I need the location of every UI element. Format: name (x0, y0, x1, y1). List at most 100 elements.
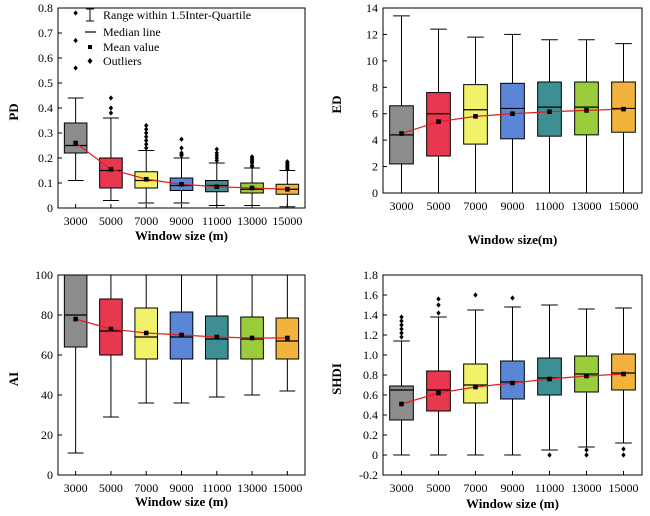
legend-range-symbol (86, 8, 94, 22)
ai-ytick-label: 80 (41, 308, 53, 322)
shdi-box-9000 (500, 295, 525, 456)
ed-box-11000 (537, 39, 562, 194)
ed-mean-marker (547, 109, 552, 115)
ai-mean-marker (73, 316, 78, 322)
shdi-outlier-point (436, 296, 441, 302)
pd-xtick-label: 7000 (134, 214, 158, 228)
ed-xtick-label: 9000 (501, 199, 525, 213)
shdi-ytick-label: 0.6 (363, 388, 378, 402)
ai-box-3000 (63, 274, 88, 454)
ai-ytick-label: 40 (41, 388, 53, 402)
ed-ytick-label: 14 (366, 1, 378, 15)
shdi-outlier-point (399, 334, 404, 340)
ai-y-axis-label: AI (6, 372, 21, 386)
ai-mean-marker (214, 334, 220, 340)
legend: Range within 1.5Inter-Quartile Median li… (85, 8, 251, 68)
ed-mean-marker (399, 131, 404, 136)
ed-mean-marker (510, 111, 515, 117)
pd-mean-marker (179, 181, 184, 187)
shdi-mean-marker (473, 384, 478, 390)
shdi-outlier-point (584, 452, 589, 458)
pd-outlier-point (214, 150, 219, 156)
pd-box-15000 (275, 159, 300, 208)
shdi-ytick-label: 1.2 (363, 328, 378, 342)
ai-box-7000 (134, 274, 159, 404)
pd-mean-marker (249, 185, 255, 191)
ed-mean-marker (621, 106, 626, 112)
pd-mean-marker (143, 176, 149, 182)
ed-mean-marker (473, 114, 478, 119)
pd-outlier-point (144, 145, 149, 151)
ed-xtick-label: 11000 (535, 199, 565, 213)
ai-xtick-label: 5000 (99, 481, 123, 495)
ai-xtick-label: 7000 (134, 481, 158, 495)
ed-ytick-label: 2 (372, 160, 378, 174)
pd-outlier-point (144, 137, 149, 144)
shdi-outlier-point (473, 292, 478, 298)
ai-xtick-label: 13000 (237, 481, 267, 495)
pd-outlier-point (144, 141, 149, 147)
shdi-outlier-point (436, 310, 441, 316)
shdi-y-axis-label: SHDI (329, 363, 344, 395)
pd-xtick-label: 9000 (170, 214, 194, 228)
pd-xtick-label: 15000 (272, 214, 302, 228)
shdi-x-axis-label: Window size (m) (466, 496, 559, 511)
ed-xtick-label: 15000 (609, 199, 639, 213)
ed-box-5000 (426, 28, 451, 194)
ed-ytick-label: 8 (372, 80, 378, 94)
legend-mean-label: Mean value (103, 40, 159, 54)
shdi-ytick-label: 0.4 (363, 408, 378, 422)
ed-ytick-label: 10 (366, 54, 378, 68)
pd-ytick-label: 0.3 (38, 126, 53, 140)
ed-box-body (426, 92, 451, 157)
ai-panel: 0 20 40 60 80 100 3000 5000 7000 9000 11000 13000 15… (6, 268, 306, 509)
shdi-outlier-point (436, 302, 441, 308)
pd-box-13000 (240, 154, 264, 206)
shdi-ytick-label: 1.0 (363, 348, 378, 362)
ai-mean-marker (285, 335, 290, 341)
shdi-box-body (500, 360, 525, 400)
ai-box-9000 (169, 274, 194, 404)
ai-xtick-label: 9000 (170, 481, 194, 495)
pd-mean-marker (285, 186, 290, 192)
ed-box-3000 (389, 15, 414, 194)
shdi-mean-marker (621, 371, 626, 377)
shdi-xtick-label: 15000 (609, 481, 639, 495)
ai-ytick-label: 20 (41, 428, 53, 442)
shdi-box-15000 (611, 307, 636, 458)
shdi-outlier-point (547, 452, 552, 458)
legend-range-label: Range within 1.5Inter-Quartile (103, 8, 251, 22)
pd-outlier-point (108, 110, 114, 116)
shdi-panel: -0.2 0 0.2 0.4 0.6 0.8 1.0 1.2 1.4 1.6 1.8 3000 5000… (329, 268, 643, 511)
shdi-outlier-point (399, 318, 404, 324)
pd-outlier-point (73, 65, 78, 71)
shdi-outlier-point (399, 330, 404, 336)
ed-xtick-label: 7000 (464, 199, 488, 213)
shdi-box-11000 (537, 304, 562, 458)
shdi-ytick-label: 1.4 (363, 308, 378, 322)
ai-box-15000 (275, 274, 300, 392)
ai-ytick-label: 60 (41, 348, 53, 362)
pd-outlier-point (144, 122, 149, 129)
ai-ytick-label: 100 (35, 268, 53, 282)
ed-xtick-label: 5000 (427, 199, 451, 213)
pd-xtick-label: 3000 (64, 214, 88, 228)
shdi-outlier-point (399, 326, 404, 332)
pd-x-axis-label: Window size (m) (135, 228, 228, 243)
pd-outlier-point (285, 159, 290, 165)
pd-outlier-point (144, 134, 149, 140)
shdi-box-5000 (426, 296, 451, 456)
legend-mean-symbol (88, 45, 92, 49)
shdi-box-body (463, 363, 488, 404)
shdi-mean-marker (436, 390, 441, 396)
shdi-outlier-point (399, 322, 404, 328)
pd-outlier-point (179, 136, 184, 142)
pd-box-3000 (63, 10, 88, 181)
shdi-ytick-label: 0.2 (363, 428, 378, 442)
ed-box-9000 (500, 33, 525, 194)
pd-outlier-point (144, 130, 149, 136)
pd-ytick-label: 0.4 (38, 101, 53, 115)
pd-box-5000 (99, 95, 123, 201)
ed-ytick-label: 4 (372, 133, 378, 147)
